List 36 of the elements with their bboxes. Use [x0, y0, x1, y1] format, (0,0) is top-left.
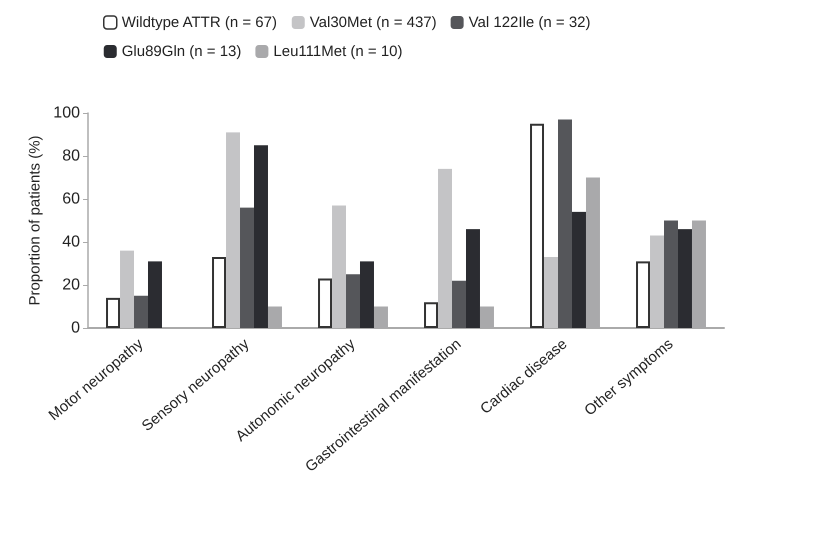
bar — [212, 257, 226, 328]
y-tick-label: 60 — [62, 190, 80, 208]
bar — [678, 229, 692, 328]
legend-label: Leu111Met (n = 10) — [273, 43, 403, 60]
y-tick-label: 80 — [62, 148, 80, 164]
y-tick-label: 40 — [62, 234, 80, 250]
bar — [466, 229, 480, 328]
y-tick-label: 0 — [71, 320, 80, 336]
bar — [424, 302, 438, 328]
bar — [572, 212, 586, 328]
bar — [636, 261, 650, 328]
bar — [148, 261, 162, 328]
bar — [332, 205, 346, 328]
bar — [664, 220, 678, 328]
bar — [544, 257, 558, 328]
bar — [452, 280, 466, 328]
bar — [120, 250, 134, 328]
bar — [530, 124, 544, 328]
bar — [226, 132, 240, 328]
bar — [360, 261, 374, 328]
bar — [134, 296, 148, 328]
legend-label: Val30Met (n = 437) — [310, 14, 437, 31]
legend-label: Glu89Gln (n = 13) — [122, 43, 242, 60]
legend-label: Wildtype ATTR (n = 67) — [122, 14, 277, 31]
bar — [318, 278, 332, 328]
y-axis-title: Proportion of patients (%) — [26, 135, 44, 306]
bar — [558, 119, 572, 328]
bar — [650, 236, 664, 328]
legend-label: Val 122Ile (n = 32) — [468, 14, 591, 31]
y-tick-label: 20 — [62, 276, 80, 294]
bar — [106, 298, 120, 328]
bar — [240, 208, 254, 328]
bar — [346, 274, 360, 328]
bar — [438, 168, 452, 328]
y-tick-label: 100 — [53, 104, 80, 122]
bar — [254, 145, 268, 328]
